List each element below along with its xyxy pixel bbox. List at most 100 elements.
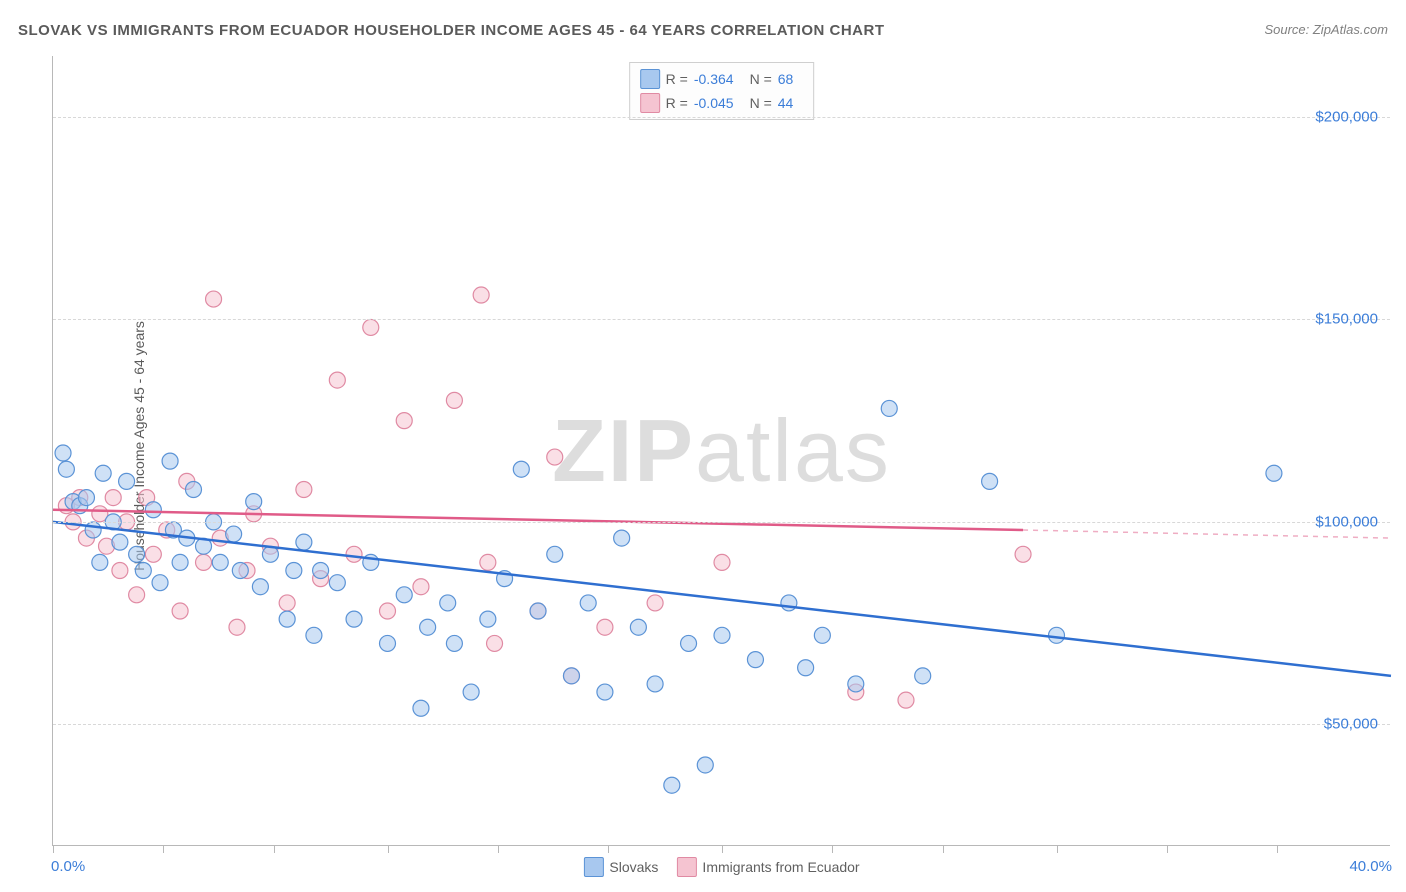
data-point (547, 546, 563, 562)
data-point (78, 490, 94, 506)
legend-swatch-slovaks (583, 857, 603, 877)
x-tick (1277, 845, 1278, 853)
data-point (915, 668, 931, 684)
data-point (346, 611, 362, 627)
data-point (597, 684, 613, 700)
data-point (226, 526, 242, 542)
data-point (346, 546, 362, 562)
y-tick-label: $200,000 (1315, 108, 1378, 125)
data-point (396, 587, 412, 603)
data-point (413, 700, 429, 716)
data-point (232, 563, 248, 579)
data-point (279, 611, 295, 627)
data-point (647, 676, 663, 692)
gridline-h (53, 522, 1390, 523)
data-point (1049, 627, 1065, 643)
data-point (206, 291, 222, 307)
data-point (92, 554, 108, 570)
y-tick-label: $150,000 (1315, 311, 1378, 328)
data-point (463, 684, 479, 700)
data-point (212, 554, 228, 570)
x-tick (388, 845, 389, 853)
data-point (112, 534, 128, 550)
n-value-slovaks: 68 (778, 71, 794, 87)
data-point (112, 563, 128, 579)
x-tick (722, 845, 723, 853)
correlation-stats-box: R = -0.364 N = 68 R = -0.045 N = 44 (629, 62, 815, 120)
r-value-ecuador: -0.045 (694, 95, 734, 111)
data-point (413, 579, 429, 595)
data-point (563, 668, 579, 684)
data-point (440, 595, 456, 611)
source-attribution: Source: ZipAtlas.com (1264, 22, 1388, 37)
n-label: N = (750, 71, 772, 87)
swatch-slovaks (640, 69, 660, 89)
data-point (697, 757, 713, 773)
data-point (513, 461, 529, 477)
data-point (85, 522, 101, 538)
data-point (119, 473, 135, 489)
y-tick-label: $50,000 (1324, 716, 1378, 733)
data-point (58, 461, 74, 477)
data-point (145, 502, 161, 518)
chart-title: SLOVAK VS IMMIGRANTS FROM ECUADOR HOUSEH… (18, 22, 885, 39)
x-tick (1057, 845, 1058, 853)
data-point (396, 413, 412, 429)
legend-item-ecuador: Immigrants from Ecuador (676, 857, 859, 877)
data-point (473, 287, 489, 303)
data-point (380, 635, 396, 651)
gridline-h (53, 319, 1390, 320)
data-point (798, 660, 814, 676)
data-point (329, 575, 345, 591)
data-point (614, 530, 630, 546)
x-tick (608, 845, 609, 853)
plot-area: ZIPatlas R = -0.364 N = 68 R = -0.045 N … (52, 56, 1390, 846)
x-min-label: 0.0% (51, 858, 85, 875)
data-point (196, 554, 212, 570)
data-point (848, 676, 864, 692)
data-point (172, 554, 188, 570)
x-tick (832, 845, 833, 853)
stats-row-slovaks: R = -0.364 N = 68 (640, 67, 804, 91)
n-value-ecuador: 44 (778, 95, 794, 111)
data-point (185, 481, 201, 497)
legend-item-slovaks: Slovaks (583, 857, 658, 877)
data-point (781, 595, 797, 611)
data-point (446, 392, 462, 408)
data-point (152, 575, 168, 591)
data-point (480, 611, 496, 627)
data-point (982, 473, 998, 489)
y-tick-label: $100,000 (1315, 513, 1378, 530)
trend-line-extrapolated (1023, 530, 1391, 538)
scatter-svg (53, 56, 1390, 845)
r-value-slovaks: -0.364 (694, 71, 734, 87)
data-point (55, 445, 71, 461)
data-point (162, 453, 178, 469)
data-point (630, 619, 646, 635)
data-point (306, 627, 322, 643)
x-tick (53, 845, 54, 853)
data-point (480, 554, 496, 570)
legend-swatch-ecuador (676, 857, 696, 877)
data-point (1015, 546, 1031, 562)
x-tick (163, 845, 164, 853)
x-tick (943, 845, 944, 853)
data-point (881, 400, 897, 416)
data-point (647, 595, 663, 611)
data-point (597, 619, 613, 635)
data-point (95, 465, 111, 481)
data-point (714, 627, 730, 643)
data-point (286, 563, 302, 579)
x-max-label: 40.0% (1349, 858, 1392, 875)
data-point (246, 494, 262, 510)
data-point (814, 627, 830, 643)
data-point (580, 595, 596, 611)
data-point (420, 619, 436, 635)
n-label: N = (750, 95, 772, 111)
data-point (714, 554, 730, 570)
data-point (296, 534, 312, 550)
data-point (1266, 465, 1282, 481)
x-tick (274, 845, 275, 853)
data-point (530, 603, 546, 619)
data-point (129, 587, 145, 603)
